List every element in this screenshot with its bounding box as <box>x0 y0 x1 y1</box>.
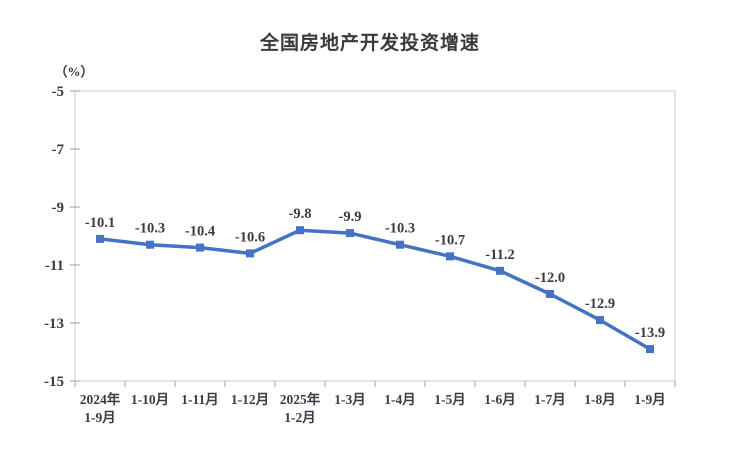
y-tick-label: -13 <box>44 316 64 332</box>
chart-title: 全国房地产开发投资增速 <box>259 33 480 54</box>
data-point-marker <box>496 266 504 275</box>
data-point-marker <box>446 252 454 261</box>
data-point-label: -11.2 <box>485 247 514 263</box>
x-axis-label: 1-5月 <box>434 392 466 407</box>
data-point-label: -9.9 <box>339 209 362 225</box>
x-axis-label: 1-12月 <box>231 392 269 407</box>
x-axis-label: 2025年 1-2月 <box>280 391 321 425</box>
x-axis-label: 1-11月 <box>181 392 219 407</box>
x-axis-label: 1-7月 <box>534 392 566 407</box>
data-point-marker <box>546 290 554 298</box>
unit-label: （%） <box>54 64 93 79</box>
data-point-label: -10.3 <box>135 221 165 237</box>
data-point-label: -12.9 <box>585 296 615 312</box>
data-point-label: -10.6 <box>235 229 265 245</box>
y-tick-label: -7 <box>52 142 65 158</box>
y-tick-label: -5 <box>52 84 65 100</box>
data-point-marker <box>246 249 254 258</box>
data-point-label: -10.7 <box>435 232 465 248</box>
x-axis-label: 1-8月 <box>584 392 616 407</box>
y-tick-label: -9 <box>52 200 65 216</box>
data-point-label: -10.1 <box>85 215 115 231</box>
data-point-label: -12.0 <box>535 270 565 286</box>
data-point-marker <box>396 240 404 249</box>
data-point-marker <box>646 345 654 354</box>
x-axis-label: 1-3月 <box>334 392 366 407</box>
data-line <box>98 228 652 351</box>
data-point-marker <box>296 226 304 235</box>
data-point-label: -10.4 <box>185 224 215 240</box>
data-point-label: -9.8 <box>289 206 312 222</box>
data-point-marker <box>96 234 104 243</box>
data-point-marker <box>596 316 604 325</box>
y-tick-label: -11 <box>45 258 64 274</box>
x-axis-label: 1-4月 <box>384 392 416 407</box>
x-axis-label: 1-10月 <box>131 392 169 407</box>
x-axis-label: 1-6月 <box>484 392 516 407</box>
y-tick-label: -15 <box>44 374 64 390</box>
data-point-marker <box>196 243 204 252</box>
x-axis-label: 1-9月 <box>634 392 666 407</box>
data-point-label: -13.9 <box>635 325 665 341</box>
data-point-marker <box>346 229 354 238</box>
x-axis-label: 2024年 1-9月 <box>80 391 121 425</box>
data-point-marker <box>146 240 154 249</box>
data-point-label: -10.3 <box>385 221 415 237</box>
